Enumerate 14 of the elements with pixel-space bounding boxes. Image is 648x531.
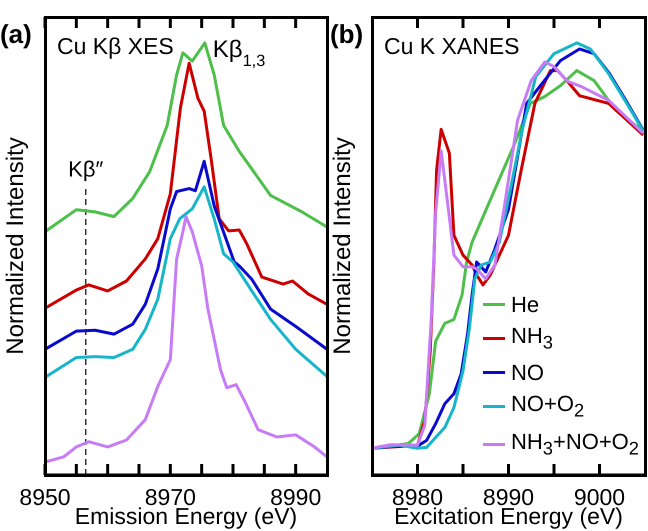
ref-line-label: Kβ″ [68,156,104,182]
x-tick-label: 8950 [19,484,71,510]
legend-label: He [511,290,540,319]
text: (b) [330,19,364,50]
annotation: Kβ$_{1,3}$ [212,36,266,70]
text: (a) [0,19,32,50]
legend-label: NO+O$_{2}$ [511,390,584,423]
legend-label: NH$_{3}$ [511,322,553,354]
legend-label: NH$_{3}$+NO+O$_{2}$ [511,428,639,460]
y-axis-title: Normalized Intensity [2,137,30,355]
legend-label: NO [511,359,544,388]
chart-title: Cu Kβ XES [57,33,174,60]
y-axis-title: Normalized Intensity [329,137,357,355]
chart-title: Cu K XANES [384,33,520,60]
